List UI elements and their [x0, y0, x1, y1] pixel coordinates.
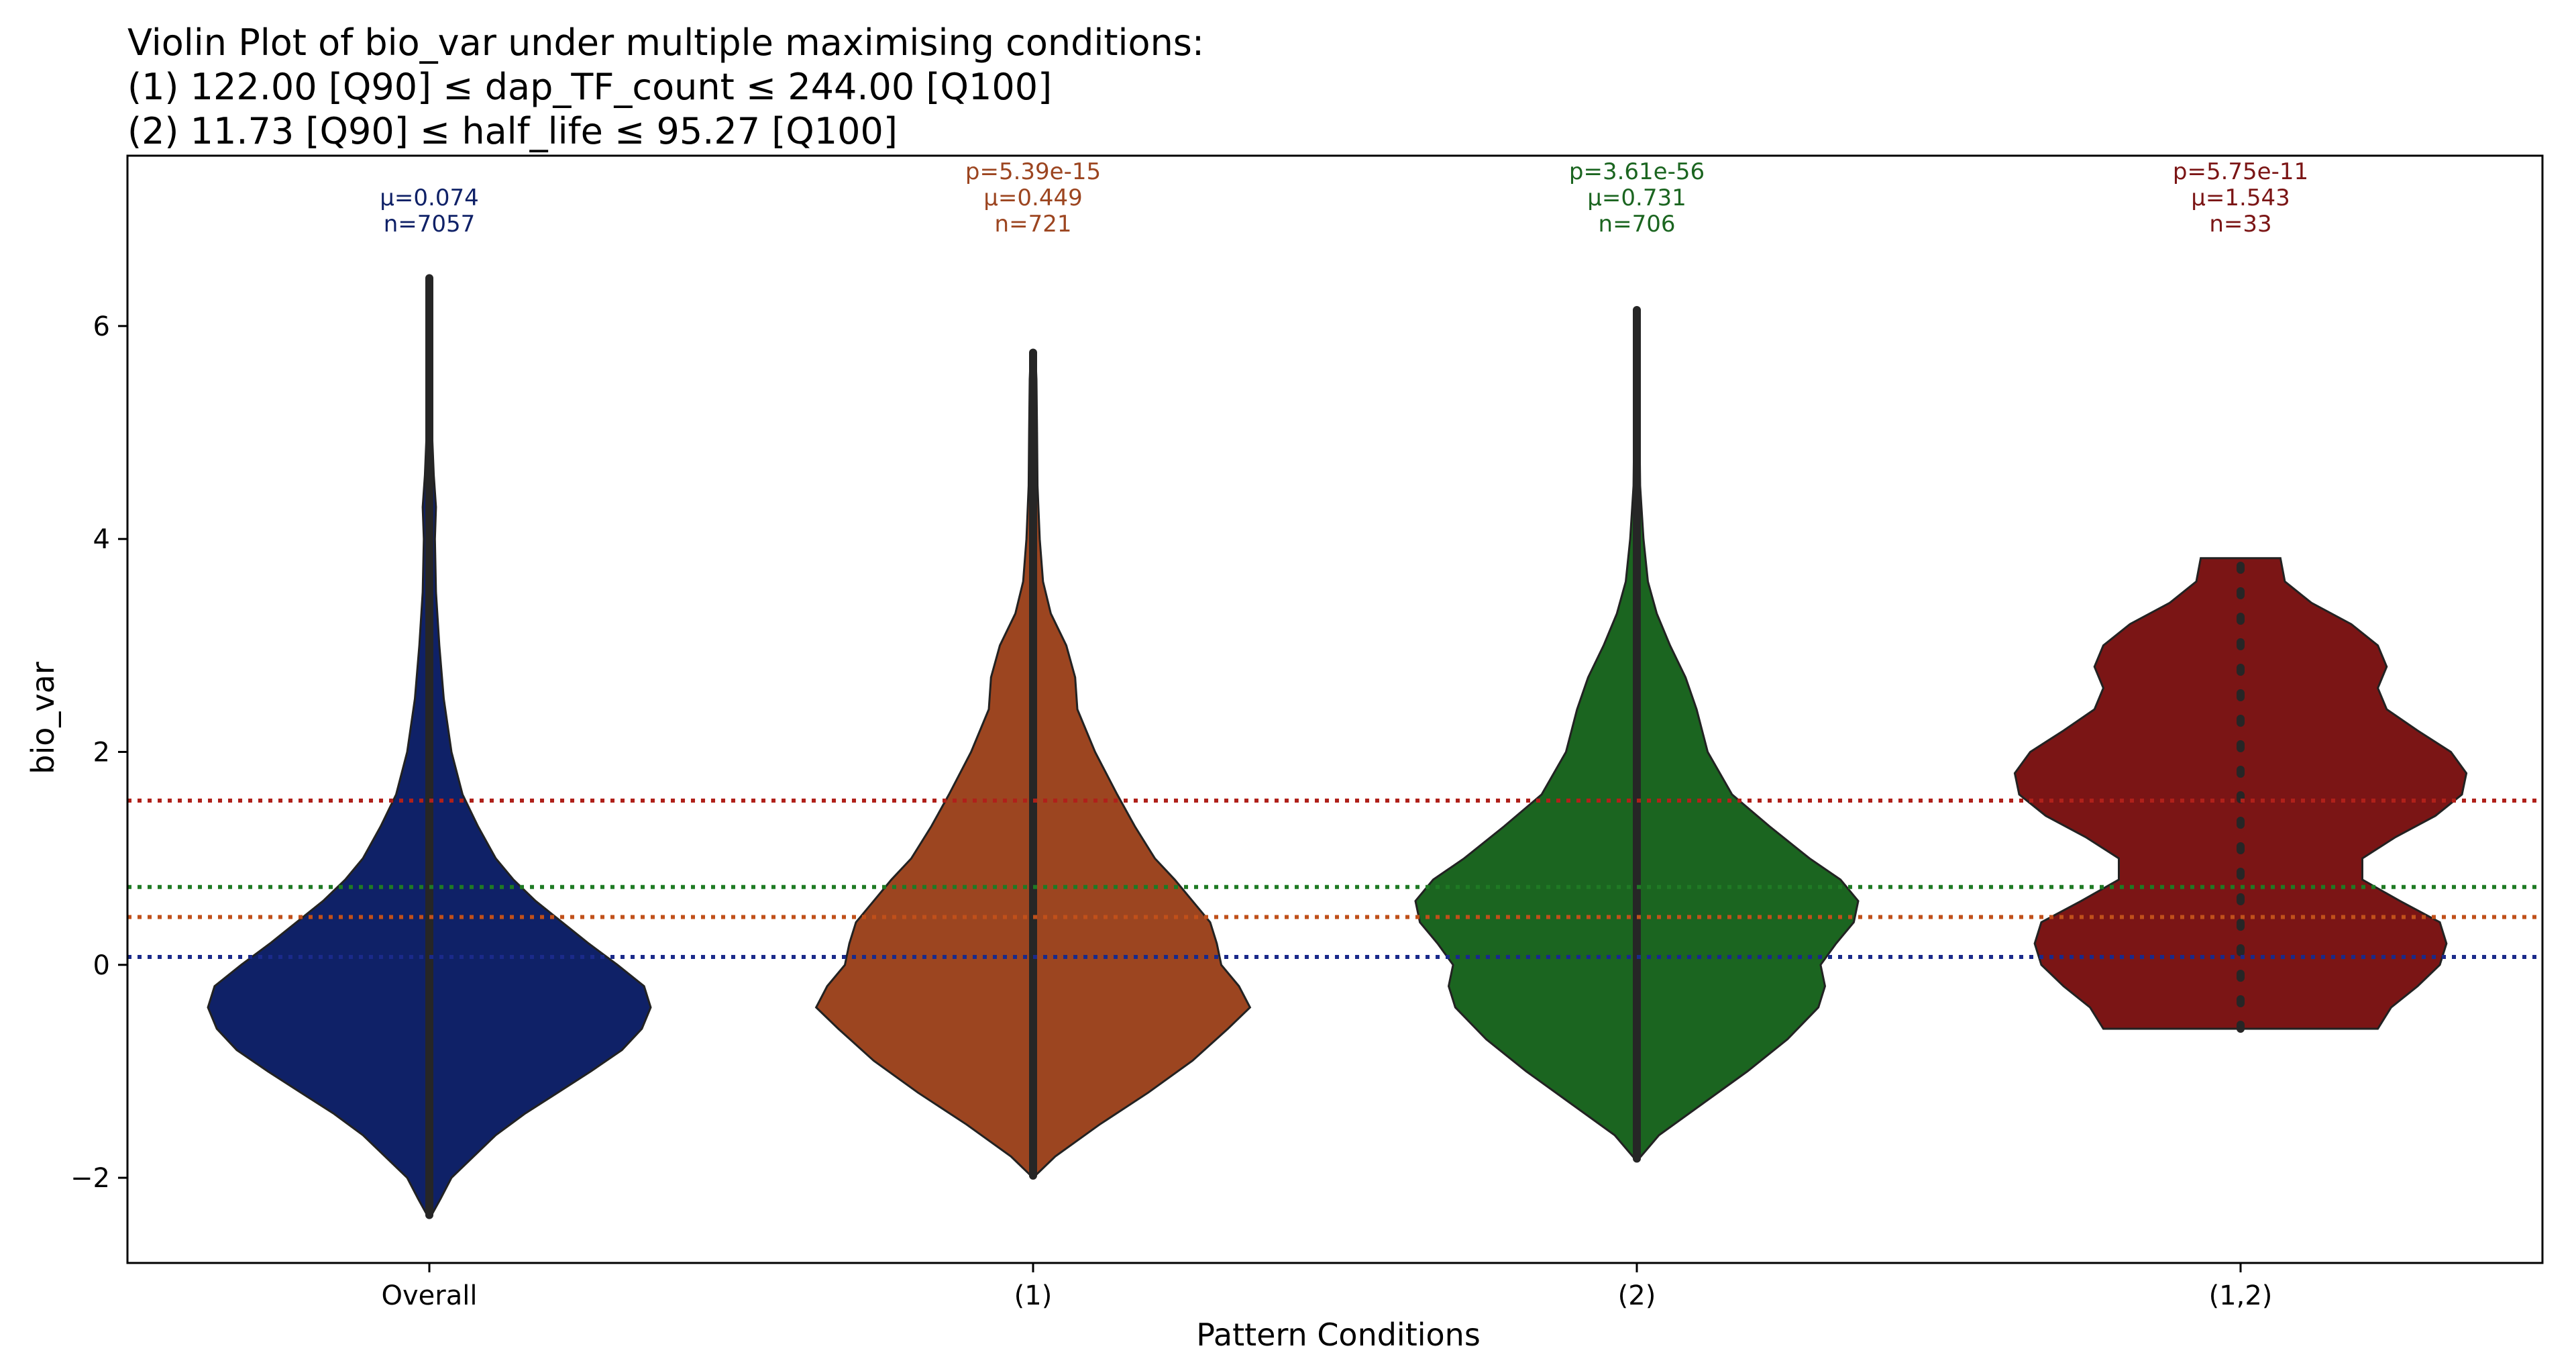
y-tick-label-2: 0: [93, 950, 110, 981]
y-tick-label-4: 4: [93, 524, 110, 555]
y-axis: −2 0 2 4 6: [70, 311, 127, 1194]
x-tick-label-1: Overall: [382, 1280, 478, 1311]
violins-layer: [207, 274, 2468, 1219]
x-tick-label-2: (1): [1014, 1280, 1053, 1311]
chart-title-line-1: Violin Plot of bio_var under multiple ma…: [127, 21, 1204, 64]
mean-label-2: μ=0.449: [983, 185, 1082, 211]
mean-lines-layer: [127, 798, 2542, 960]
y-tick-label-5: 6: [93, 311, 110, 342]
plot-frame: [126, 154, 2544, 1264]
chart-title-line-3: (2) 11.73 [Q90] ≤ half_life ≤ 95.27 [Q10…: [127, 110, 898, 152]
y-axis-label: bio_var: [25, 662, 61, 774]
p-value-label-3: p=3.61e-56: [1569, 158, 1705, 185]
count-label-2: n=721: [995, 211, 1072, 238]
mean-label-3: μ=0.731: [1587, 185, 1686, 211]
p-value-label-4: p=5.75e-11: [2173, 158, 2308, 185]
x-tick-label-3: (2): [1618, 1280, 1656, 1311]
chart-title-line-2: (1) 122.00 [Q90] ≤ dap_TF_count ≤ 244.00…: [127, 66, 1052, 108]
mean-label-1: μ=0.074: [380, 185, 478, 211]
x-axis: Overall (1) (2) (1,2): [382, 1263, 2273, 1311]
mean-label-4: μ=1.543: [2191, 185, 2290, 211]
x-axis-label: Pattern Conditions: [1196, 1317, 1481, 1353]
count-label-4: n=33: [2209, 211, 2271, 238]
count-label-3: n=706: [1599, 211, 1676, 238]
y-tick-label-3: 2: [93, 737, 110, 768]
count-label-1: n=7057: [384, 211, 476, 238]
p-value-label-2: p=5.39e-15: [965, 158, 1101, 185]
x-tick-label-4: (1,2): [2209, 1280, 2273, 1311]
y-tick-label-1: −2: [70, 1163, 110, 1194]
